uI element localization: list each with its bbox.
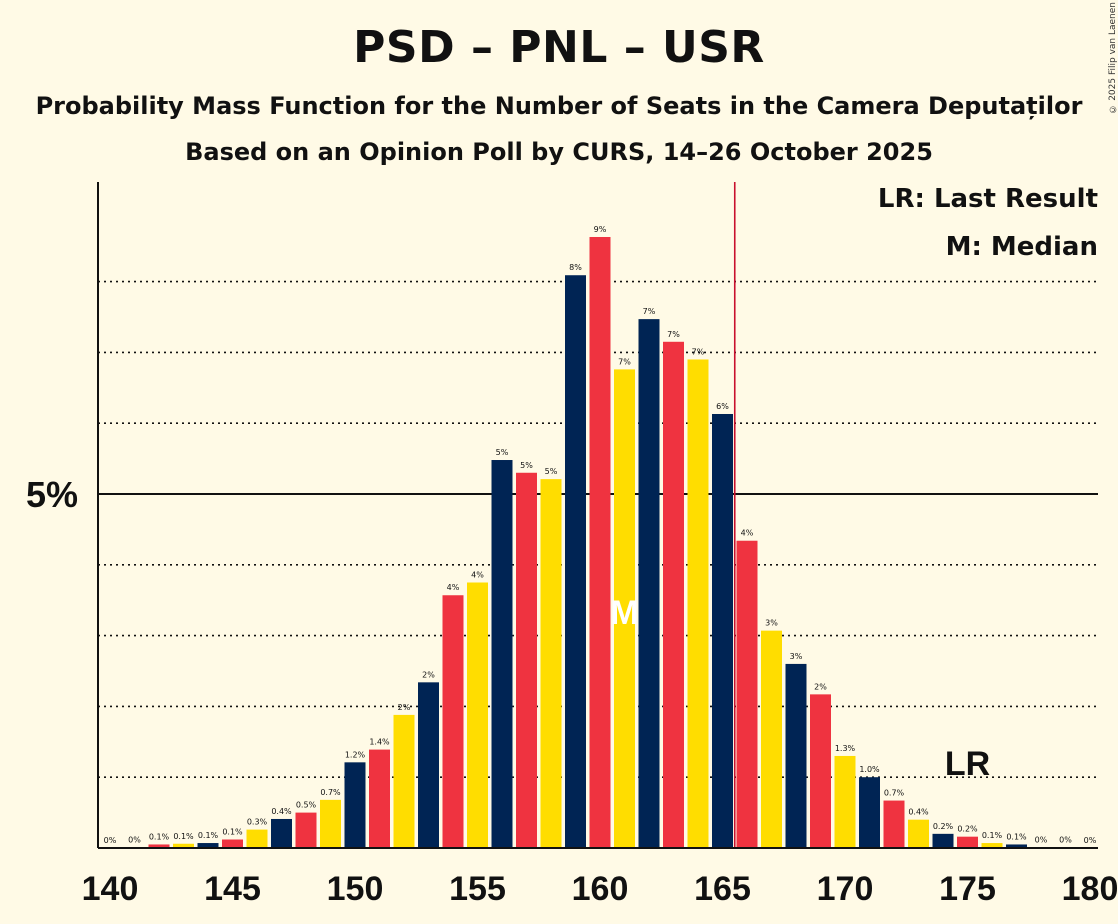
bar (859, 777, 880, 848)
data-label: 0% (1059, 835, 1072, 844)
bar (418, 682, 439, 848)
data-label: 1.4% (369, 738, 390, 747)
data-label: 0% (1035, 835, 1048, 844)
data-label: 0.2% (933, 822, 954, 831)
bar (148, 844, 170, 848)
x-tick-label: 165 (694, 870, 751, 908)
bar (540, 479, 562, 848)
x-tick-label: 170 (817, 870, 874, 908)
bar (197, 843, 219, 848)
bar (344, 762, 366, 848)
data-label: 0.1% (149, 832, 170, 841)
bar (761, 630, 782, 848)
bar (589, 236, 611, 849)
bar (565, 275, 586, 848)
data-label: 0.1% (222, 828, 243, 837)
bar (981, 843, 1003, 848)
bar (638, 319, 660, 848)
bar (369, 749, 390, 848)
bar (810, 694, 831, 848)
data-label: 7% (618, 357, 631, 366)
bar (320, 799, 341, 848)
data-label: 6% (716, 402, 729, 411)
data-label: 0.3% (247, 818, 268, 827)
chart-subtitle-source: Based on an Opinion Poll by CURS, 14–26 … (185, 138, 933, 166)
bar (932, 833, 954, 848)
data-label: 0.2% (957, 825, 978, 834)
data-label: 1.3% (835, 744, 856, 753)
data-label: 7% (667, 330, 680, 339)
data-label: 5% (520, 461, 533, 470)
data-label: 0.1% (173, 832, 194, 841)
bar (663, 341, 684, 848)
data-label: 1.2% (345, 750, 366, 759)
data-label: 9% (594, 225, 607, 234)
data-label: 0.4% (271, 807, 292, 816)
bar (785, 663, 807, 848)
chart-subtitle: Probability Mass Function for the Number… (35, 92, 1083, 120)
bar (393, 714, 415, 848)
data-label: 0% (1084, 836, 1097, 845)
data-label: 0.7% (884, 789, 905, 798)
bar (491, 460, 513, 848)
x-tick-label: 175 (939, 870, 996, 908)
data-label: 3% (790, 652, 803, 661)
bar (883, 800, 905, 848)
data-label: 5% (545, 467, 558, 476)
data-label: 0.7% (320, 788, 341, 797)
data-label: 2% (814, 682, 827, 691)
data-label: 0% (128, 835, 141, 844)
chart-title: PSD – PNL – USR (353, 22, 765, 73)
data-label: 8% (569, 263, 582, 272)
data-label: 4% (471, 571, 484, 580)
x-tick-label: 160 (572, 870, 629, 908)
bar (687, 359, 709, 848)
data-label: 7% (643, 307, 656, 316)
x-tick-label: 150 (327, 870, 384, 908)
bar (712, 413, 733, 848)
data-label: 0.1% (982, 831, 1003, 840)
bar (222, 839, 243, 848)
data-label: 0.4% (908, 808, 929, 817)
bar (246, 829, 268, 848)
data-label: 4% (447, 583, 460, 592)
data-label: 2% (422, 670, 435, 679)
bar (467, 582, 488, 848)
x-tick-label: 140 (82, 870, 139, 908)
legend-median: M: Median (945, 232, 1098, 262)
bar (173, 843, 194, 848)
data-label: 0.5% (296, 801, 317, 810)
bar (295, 812, 317, 848)
data-label: 3% (765, 619, 778, 628)
data-label: 4% (741, 529, 754, 538)
data-label: 5% (496, 448, 509, 457)
data-label: 1.0% (859, 765, 880, 774)
bar (908, 819, 929, 848)
x-tick-label: 180 (1062, 870, 1118, 908)
bar (442, 595, 464, 848)
data-label: 0.1% (1006, 832, 1027, 841)
x-tick-label: 155 (449, 870, 506, 908)
bar (834, 755, 856, 848)
data-label: 0.1% (198, 831, 219, 840)
median-marker: M (610, 594, 638, 632)
bar (516, 472, 537, 848)
y-tick-label: 5% (26, 474, 78, 515)
bar (271, 818, 292, 848)
bar (957, 836, 978, 848)
last-result-marker: LR (945, 745, 990, 783)
x-tick-label: 145 (204, 870, 261, 908)
data-label: 7% (692, 347, 705, 356)
bar (736, 540, 758, 848)
data-label: 0% (104, 836, 117, 845)
bar (614, 369, 635, 848)
data-label: 2% (398, 703, 411, 712)
legend-last-result: LR: Last Result (877, 184, 1098, 214)
bar (1006, 844, 1027, 848)
